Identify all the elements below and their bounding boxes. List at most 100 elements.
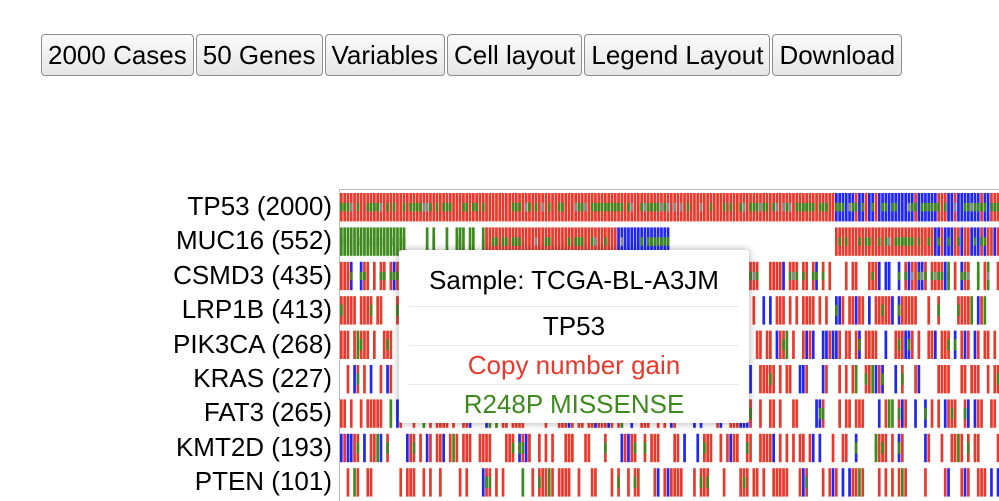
matrix-cell-row-8 <box>637 468 640 497</box>
matrix-cell-row-7 <box>564 433 568 463</box>
matrix-cell-row-7 <box>524 433 528 463</box>
matrix-cell-row-0 <box>623 193 627 222</box>
matrix-cell-row-2 <box>963 271 967 281</box>
matrix-cell-row-0 <box>848 202 851 212</box>
matrix-cell-row-7 <box>874 442 878 454</box>
gene-label-pten[interactable]: PTEN (101) <box>194 466 332 497</box>
matrix-cell-row-0 <box>425 202 429 212</box>
matrix-cell-row-7 <box>802 433 805 463</box>
variables-button[interactable]: Variables <box>324 34 445 76</box>
gene-label-kmt2d[interactable]: KMT2D (193) <box>175 431 332 462</box>
matrix-cell-row-7 <box>567 433 571 463</box>
matrix-cell-row-1 <box>901 237 904 246</box>
matrix-cell-row-7 <box>439 433 442 463</box>
matrix-cell-row-7 <box>455 433 459 463</box>
matrix-cell-row-4 <box>983 330 987 359</box>
matrix-cell-row-8 <box>409 468 412 497</box>
matrix-cell-row-1 <box>544 237 548 246</box>
matrix-cell-row-6 <box>769 399 772 428</box>
matrix-cell-row-1 <box>887 237 891 246</box>
gene-label-fat3[interactable]: FAT3 (265) <box>203 397 332 428</box>
matrix-cell-row-1 <box>432 237 436 246</box>
matrix-cell-row-4 <box>976 330 980 359</box>
legend-layout-button[interactable]: Legend Layout <box>584 34 771 76</box>
matrix-cell-row-1 <box>924 227 927 256</box>
matrix-cell-row-8 <box>485 476 488 489</box>
genes-button[interactable]: 50 Genes <box>195 34 323 76</box>
matrix-cell-row-8 <box>439 468 442 497</box>
matrix-cell-row-1 <box>521 227 525 256</box>
matrix-cell-row-1 <box>897 237 901 246</box>
matrix-cell-row-0 <box>788 202 792 212</box>
download-button[interactable]: Download <box>772 34 903 76</box>
gene-label-tp53[interactable]: TP53 (2000) <box>187 191 332 221</box>
matrix-cell-row-0 <box>930 202 934 212</box>
matrix-cell-row-1 <box>663 237 667 246</box>
matrix-cell-row-5 <box>772 365 775 394</box>
gene-label-kras[interactable]: KRAS (227) <box>193 362 332 393</box>
matrix-cell-row-8 <box>551 468 554 497</box>
matrix-cell-row-0 <box>498 193 502 222</box>
gene-label-pik3ca[interactable]: PIK3CA (268) <box>173 328 332 359</box>
matrix-cell-row-7 <box>719 433 723 463</box>
matrix-cell-row-3 <box>848 296 851 325</box>
matrix-cell-row-4 <box>785 330 789 359</box>
matrix-cell-row-0 <box>366 202 370 212</box>
matrix-cell-row-0 <box>755 202 759 212</box>
matrix-cell-row-0 <box>996 202 999 212</box>
matrix-cell-row-0 <box>868 193 871 222</box>
matrix-cell-row-0 <box>610 202 614 212</box>
matrix-cell-row-4 <box>382 330 386 359</box>
matrix-cell-row-7 <box>462 433 465 463</box>
matrix-cell-row-2 <box>844 261 848 291</box>
matrix-cell-row-1 <box>557 227 561 256</box>
matrix-cell-row-0 <box>749 202 752 212</box>
gene-label-muc16[interactable]: MUC16 (552) <box>175 225 332 256</box>
matrix-cell-row-1 <box>402 237 406 246</box>
matrix-cell-row-4 <box>963 330 967 359</box>
matrix-cell-row-1 <box>594 237 597 246</box>
matrix-cell-row-0 <box>363 193 366 222</box>
matrix-cell-row-5 <box>765 365 769 394</box>
matrix-cell-row-1 <box>554 227 558 256</box>
matrix-cell-row-1 <box>934 227 937 256</box>
matrix-cell-row-1 <box>343 227 346 256</box>
matrix-cell-row-7 <box>505 433 508 463</box>
cell-layout-button[interactable]: Cell layout <box>446 34 583 76</box>
matrix-cell-row-2 <box>792 271 795 281</box>
matrix-cell-row-5 <box>785 365 789 394</box>
matrix-cell-row-0 <box>422 202 426 212</box>
matrix-cell-row-1 <box>346 237 350 246</box>
matrix-cell-row-3 <box>858 296 861 325</box>
matrix-cell-row-3 <box>396 304 399 317</box>
matrix-cell-row-8 <box>897 468 901 497</box>
matrix-cell-row-7 <box>478 433 482 463</box>
matrix-cell-row-6 <box>848 399 851 428</box>
matrix-cell-row-3 <box>841 296 845 325</box>
matrix-cell-row-8 <box>990 468 993 497</box>
cases-button[interactable]: 2000 Cases <box>41 34 194 76</box>
matrix-cell-row-3 <box>907 296 911 325</box>
matrix-cell-row-8 <box>481 468 485 497</box>
matrix-cell-row-1 <box>485 227 488 256</box>
matrix-cell-row-0 <box>729 202 733 212</box>
matrix-cell-row-7 <box>488 433 492 463</box>
matrix-cell-row-4 <box>940 330 944 359</box>
matrix-cell-row-8 <box>633 476 637 489</box>
matrix-cell-row-3 <box>851 296 855 325</box>
matrix-cell-row-1 <box>495 237 498 246</box>
matrix-cell-row-0 <box>762 202 766 212</box>
matrix-cell-row-1 <box>604 237 607 246</box>
matrix-cell-row-1 <box>508 227 511 256</box>
gene-label-lrp1b[interactable]: LRP1B (413) <box>181 294 332 325</box>
matrix-cell-row-1 <box>953 227 957 256</box>
matrix-cell-row-0 <box>986 193 990 222</box>
matrix-cell-row-3 <box>778 296 782 325</box>
matrix-cell-row-0 <box>811 202 815 212</box>
matrix-cell-row-7 <box>379 433 383 463</box>
matrix-cell-row-7 <box>485 433 488 463</box>
matrix-cell-row-0 <box>976 202 980 212</box>
matrix-cell-row-2 <box>346 261 350 291</box>
gene-label-csmd3[interactable]: CSMD3 (435) <box>173 259 332 290</box>
matrix-cell-row-7 <box>373 433 376 463</box>
